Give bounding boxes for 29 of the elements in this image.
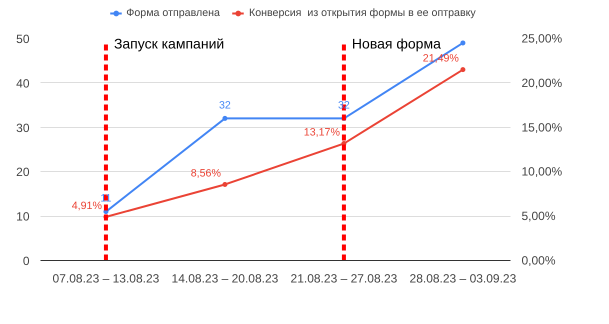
legend-label: Форма отправлена (126, 7, 220, 19)
y2-tick-label: 25,00% (522, 32, 563, 46)
point (460, 40, 466, 46)
x-tick-label: 21.08.23 – 27.08.23 (290, 272, 398, 286)
data-label: 11 (100, 192, 112, 205)
point (222, 182, 228, 187)
y-tick-label: 0 (22, 254, 30, 268)
legend-label: Конверсия из открытия формы в ее оптравку (248, 7, 476, 19)
ref-line-label: Новая форма (352, 36, 442, 52)
y-tick-label: 10 (16, 210, 30, 224)
data-label: 8,56% (190, 167, 222, 180)
data-label: 32 (338, 99, 350, 112)
y-tick-label: 40 (16, 76, 30, 90)
data-label: 32 (219, 99, 231, 112)
y2-tick-label: 20,00% (522, 76, 563, 90)
y-tick-label: 20 (16, 165, 30, 180)
data-label: 13,17% (304, 126, 340, 139)
y2-tick-label: 0,00% (522, 254, 556, 268)
point (460, 67, 466, 72)
x-tick-label: 28.08.23 – 03.09.23 (410, 272, 517, 286)
y-tick-label: 50 (16, 32, 30, 46)
data-label: 4,91% (72, 200, 102, 212)
y2-tick-label: 15,00% (522, 120, 563, 134)
y2-tick-label: 10,00% (522, 164, 563, 179)
x-tick-label: 07.08.23 – 13.08.23 (52, 272, 160, 286)
y-tick-label: 30 (16, 120, 30, 135)
point (222, 116, 228, 121)
x-tick-label: 14.08.23 – 20.08.23 (172, 272, 279, 286)
y2-tick-label: 5,00% (522, 209, 556, 224)
